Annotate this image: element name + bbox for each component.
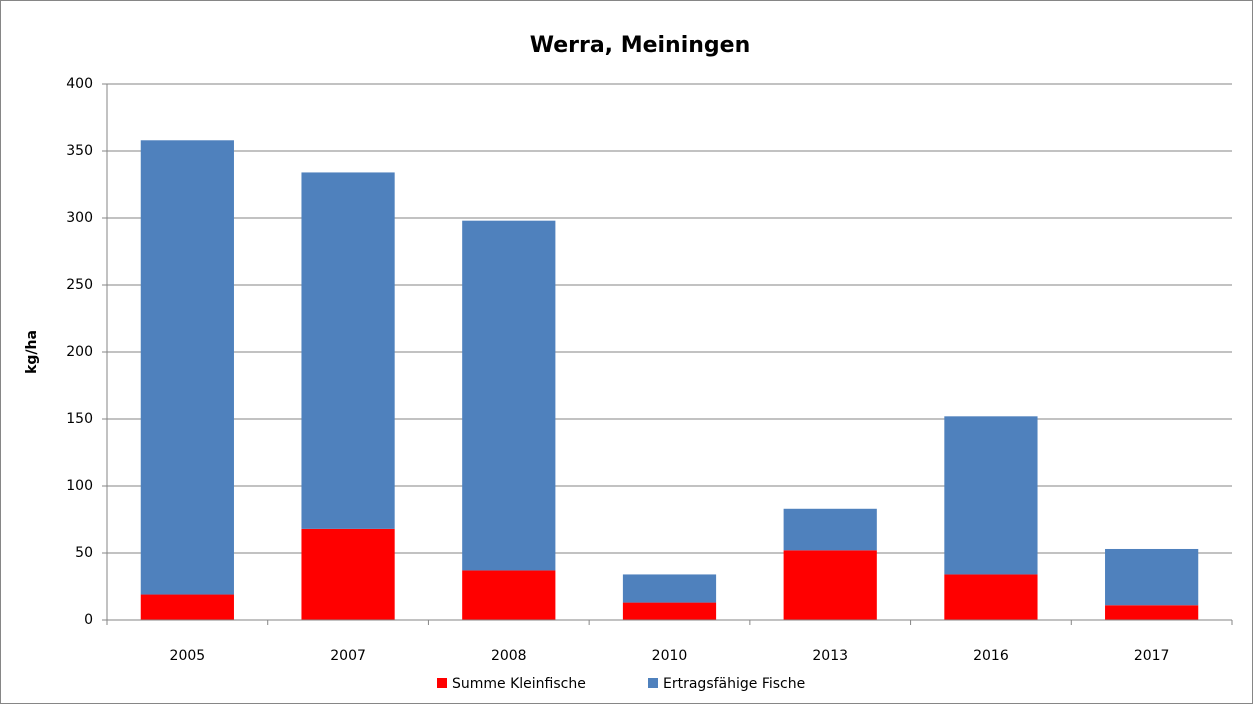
bar-segment <box>622 574 717 603</box>
bar-segment <box>301 172 395 529</box>
legend-label: Ertragsfähige Fische <box>663 676 805 692</box>
bar-segment <box>944 574 1038 620</box>
legend-swatch <box>648 678 658 688</box>
y-tick-label: 150 <box>66 411 93 427</box>
bar-segment <box>944 416 1038 575</box>
x-tick-label: 2010 <box>652 648 688 664</box>
y-tick-label: 400 <box>66 76 93 92</box>
y-tick-label: 200 <box>66 344 93 360</box>
bar-segment <box>301 528 395 620</box>
y-tick-label: 250 <box>66 277 93 293</box>
x-tick-label: 2007 <box>330 648 366 664</box>
bar-segment <box>622 602 717 620</box>
bar-segment <box>783 550 877 620</box>
bar-segment <box>783 508 877 551</box>
x-tick-label: 2005 <box>170 648 206 664</box>
x-tick-label: 2008 <box>491 648 527 664</box>
legend-label: Summe Kleinfische <box>452 676 586 692</box>
x-tick-label: 2013 <box>812 648 848 664</box>
bar-segment <box>462 220 556 571</box>
y-tick-label: 0 <box>84 612 93 628</box>
bar-segment <box>1105 605 1199 620</box>
bar-segment <box>140 594 234 620</box>
chart-title: Werra, Meiningen <box>530 33 751 58</box>
y-tick-label: 50 <box>75 545 93 561</box>
x-tick-label: 2017 <box>1134 648 1170 664</box>
bar-segment <box>140 140 234 595</box>
y-axis-label: kg/ha <box>24 330 40 374</box>
y-tick-label: 100 <box>66 478 93 494</box>
legend-swatch <box>437 678 447 688</box>
y-tick-label: 300 <box>66 210 93 226</box>
y-tick-label: 350 <box>66 143 93 159</box>
bar-segment <box>1105 548 1199 606</box>
x-tick-label: 2016 <box>973 648 1009 664</box>
bar-segment <box>462 570 556 620</box>
